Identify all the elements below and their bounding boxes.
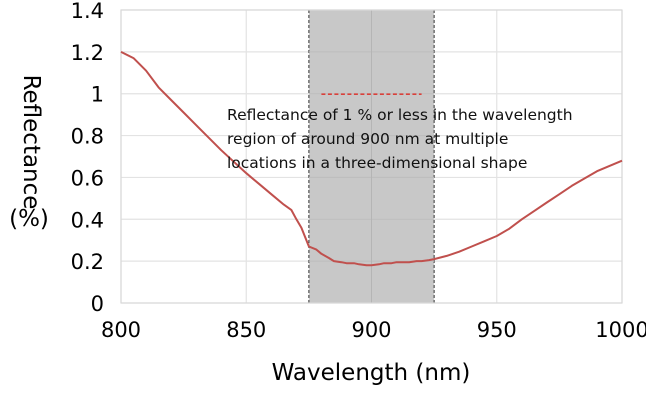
y-tick-label-5: 1 bbox=[91, 83, 104, 107]
y-axis-unit: (%) bbox=[9, 206, 49, 232]
y-tick-label-6: 1.2 bbox=[71, 41, 104, 65]
x-tick-label-3: 950 bbox=[477, 318, 517, 342]
y-tick-label-3: 0.6 bbox=[71, 166, 104, 190]
x-tick-label-0: 800 bbox=[101, 318, 141, 342]
x-tick-label-2: 900 bbox=[351, 318, 391, 342]
y-tick-label-4: 0.8 bbox=[71, 125, 104, 149]
x-axis-title: Wavelength (nm) bbox=[272, 360, 471, 386]
annotation-text-line-1: Reflectance of 1 % or less in the wavele… bbox=[227, 106, 573, 124]
x-axis-tick-labels: 800 850 900 950 1000 bbox=[101, 318, 646, 342]
x-tick-label-4: 1000 bbox=[595, 318, 646, 342]
annotation-text-line-3: locations in a three-dimensional shape bbox=[227, 154, 527, 172]
series-line-reflectance bbox=[120, 51, 623, 267]
y-tick-label-1: 0.2 bbox=[71, 250, 104, 274]
y-tick-label-2: 0.4 bbox=[71, 208, 104, 232]
plot-area-frame bbox=[120, 9, 623, 304]
y-axis-title: Reflectance bbox=[18, 75, 44, 210]
annotation-text-line-2: region of around 900 nm at multiple bbox=[227, 130, 508, 148]
x-tick-label-1: 850 bbox=[226, 318, 266, 342]
y-axis-tick-labels: 0 0.2 0.4 0.6 0.8 1 1.2 1.4 bbox=[71, 0, 104, 316]
y-tick-label-7: 1.4 bbox=[71, 0, 104, 23]
y-tick-label-0: 0 bbox=[91, 292, 104, 316]
